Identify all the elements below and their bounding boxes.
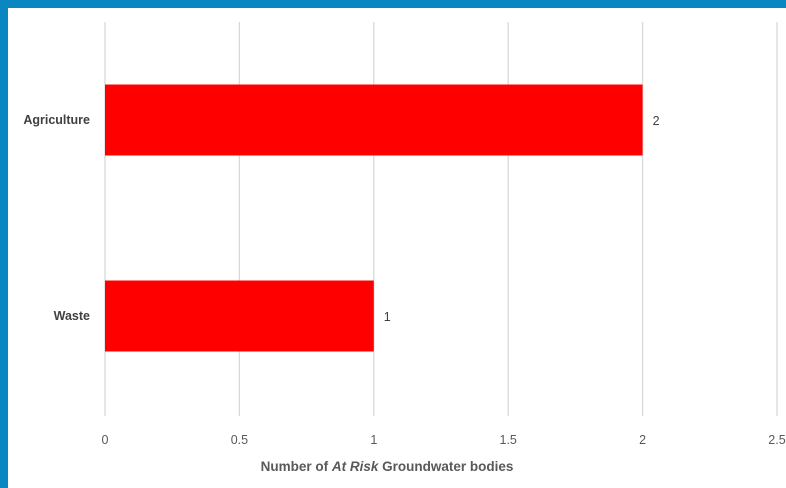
x-tick-label: 1 (370, 433, 377, 447)
x-tick-label: 2 (639, 433, 646, 447)
gridlines (104, 22, 778, 416)
x-axis-title-part: Number of (261, 459, 332, 474)
data-label-waste: 1 (384, 310, 391, 324)
category-label-agriculture: Agriculture (23, 113, 90, 127)
x-tick-label: 2.5 (768, 433, 785, 447)
bar-agriculture (105, 84, 643, 156)
category-label-waste: Waste (54, 309, 90, 323)
category-labels: Agriculture Waste (23, 113, 90, 323)
data-labels: 21 (384, 114, 660, 324)
data-label-agriculture: 2 (653, 114, 660, 128)
x-axis-title-part: At Risk (331, 459, 380, 474)
tick-labels: 0 0.5 1 1.5 2 2.5 (102, 433, 786, 447)
x-tick-label: 0 (102, 433, 109, 447)
bars (105, 84, 643, 352)
x-axis-title: Number of At Risk Groundwater bodies (261, 459, 514, 474)
x-tick-label: 0.5 (231, 433, 248, 447)
x-axis-title-part: Groundwater bodies (378, 459, 513, 474)
x-tick-label: 1.5 (500, 433, 517, 447)
bar-waste (105, 280, 374, 352)
